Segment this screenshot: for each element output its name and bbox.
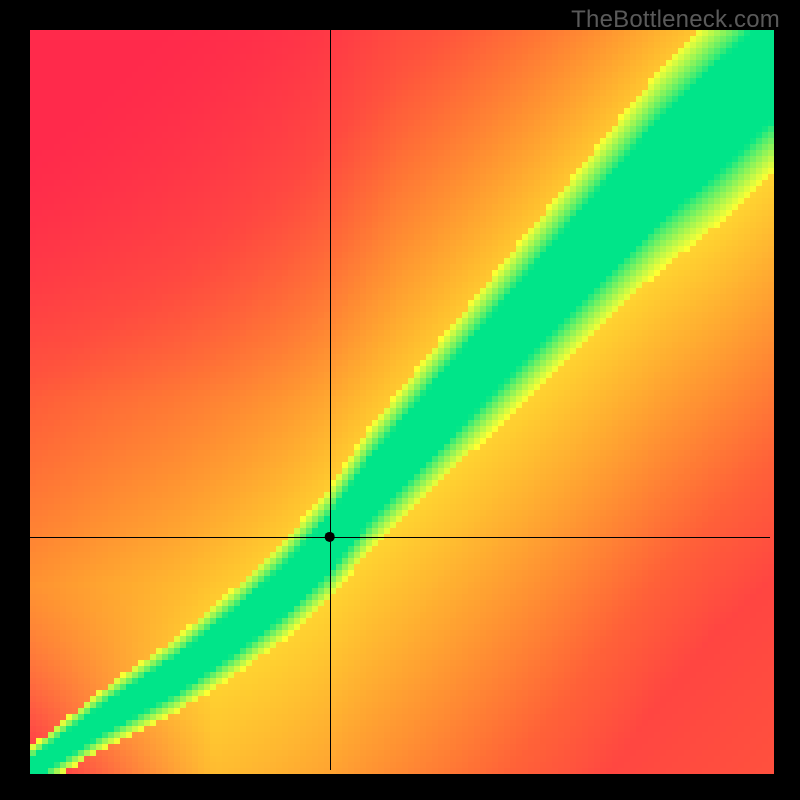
bottleneck-heatmap [0, 0, 800, 800]
watermark-label: TheBottleneck.com [571, 6, 780, 34]
